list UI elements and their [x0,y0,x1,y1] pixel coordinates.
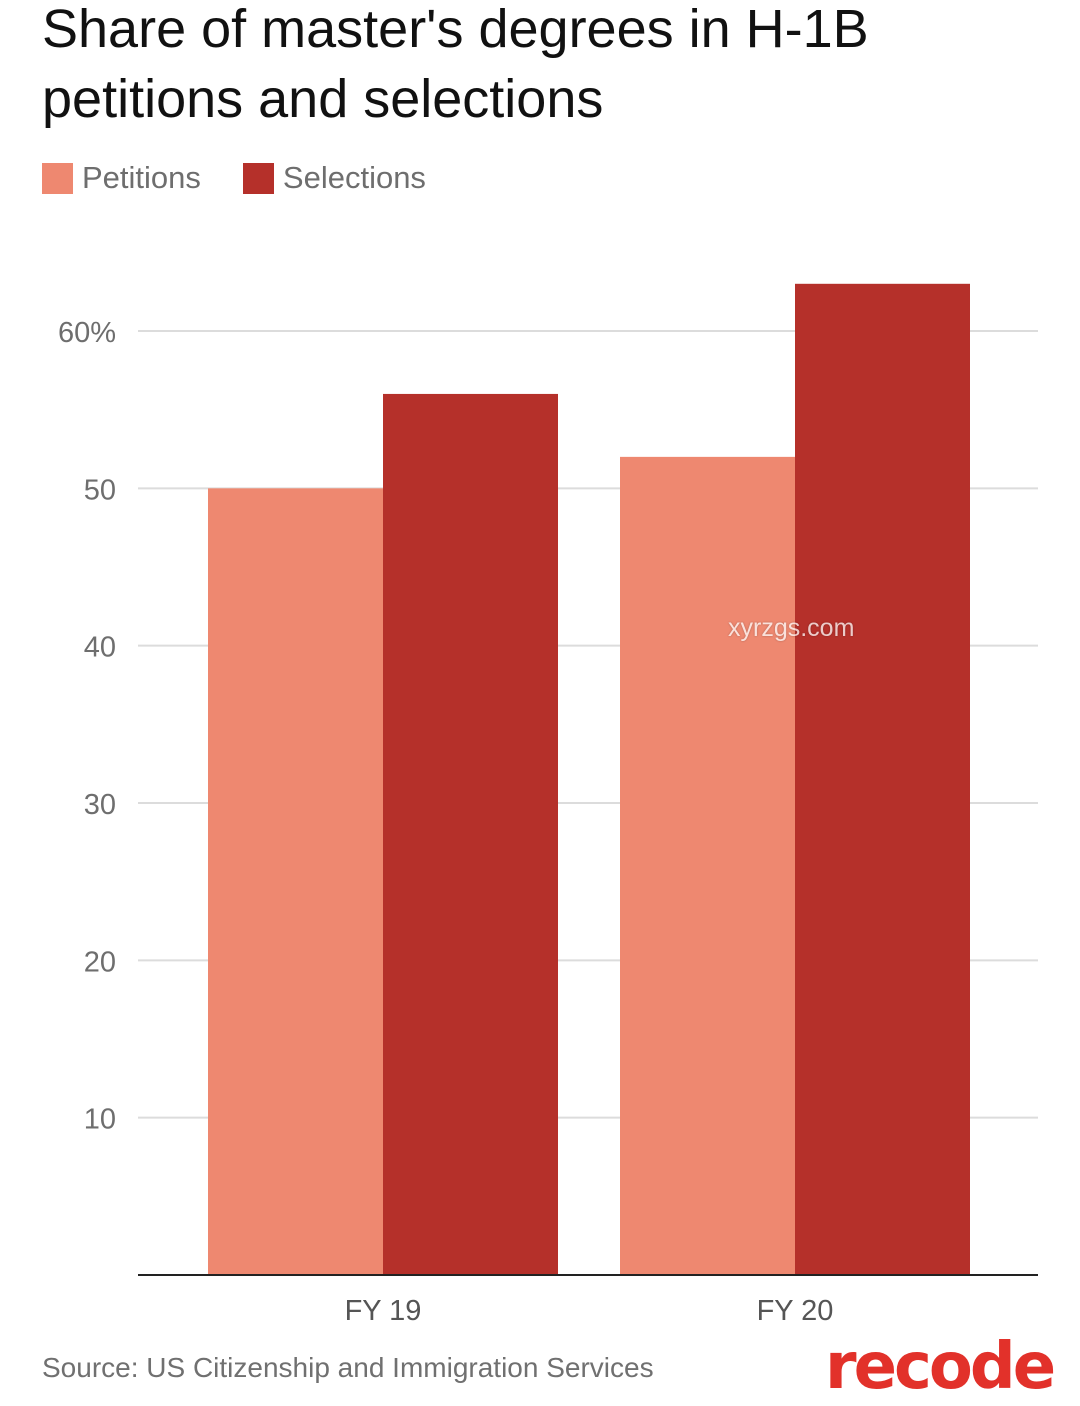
y-tick-label-20: 20 [84,946,116,978]
y-tick-label-30: 30 [84,789,116,821]
y-tick-label-40: 40 [84,632,116,664]
recode-logo: recode [825,1330,1056,1404]
legend-swatch-petitions [42,162,73,194]
bar-selections-fy19 [383,393,558,1275]
legend-item-petitions: Petitions [42,160,201,196]
legend-item-selections: Selections [242,160,426,196]
y-tick-label-50: 50 [84,474,116,506]
x-tick-label-fy19: FY 19 [345,1295,422,1327]
y-tick-label-60: 60% [58,317,116,349]
legend: Petitions Selections [42,160,468,196]
chart-title: Share of master's degrees in H-1B petiti… [42,0,869,129]
bar-petitions-fy20 [620,456,795,1275]
legend-swatch-selections [242,162,274,194]
y-tick-label-10: 10 [84,1104,116,1136]
bar-selections-fy20 [795,283,970,1275]
source-note: Source: US Citizenship and Immigration S… [42,1352,654,1383]
x-tick-label-fy20: FY 20 [757,1295,834,1327]
legend-label-selections: Selections [282,160,426,195]
watermark-text: xyrzgs.com [728,614,855,642]
legend-label-petitions: Petitions [82,160,201,195]
bar-petitions-fy19 [208,488,383,1275]
